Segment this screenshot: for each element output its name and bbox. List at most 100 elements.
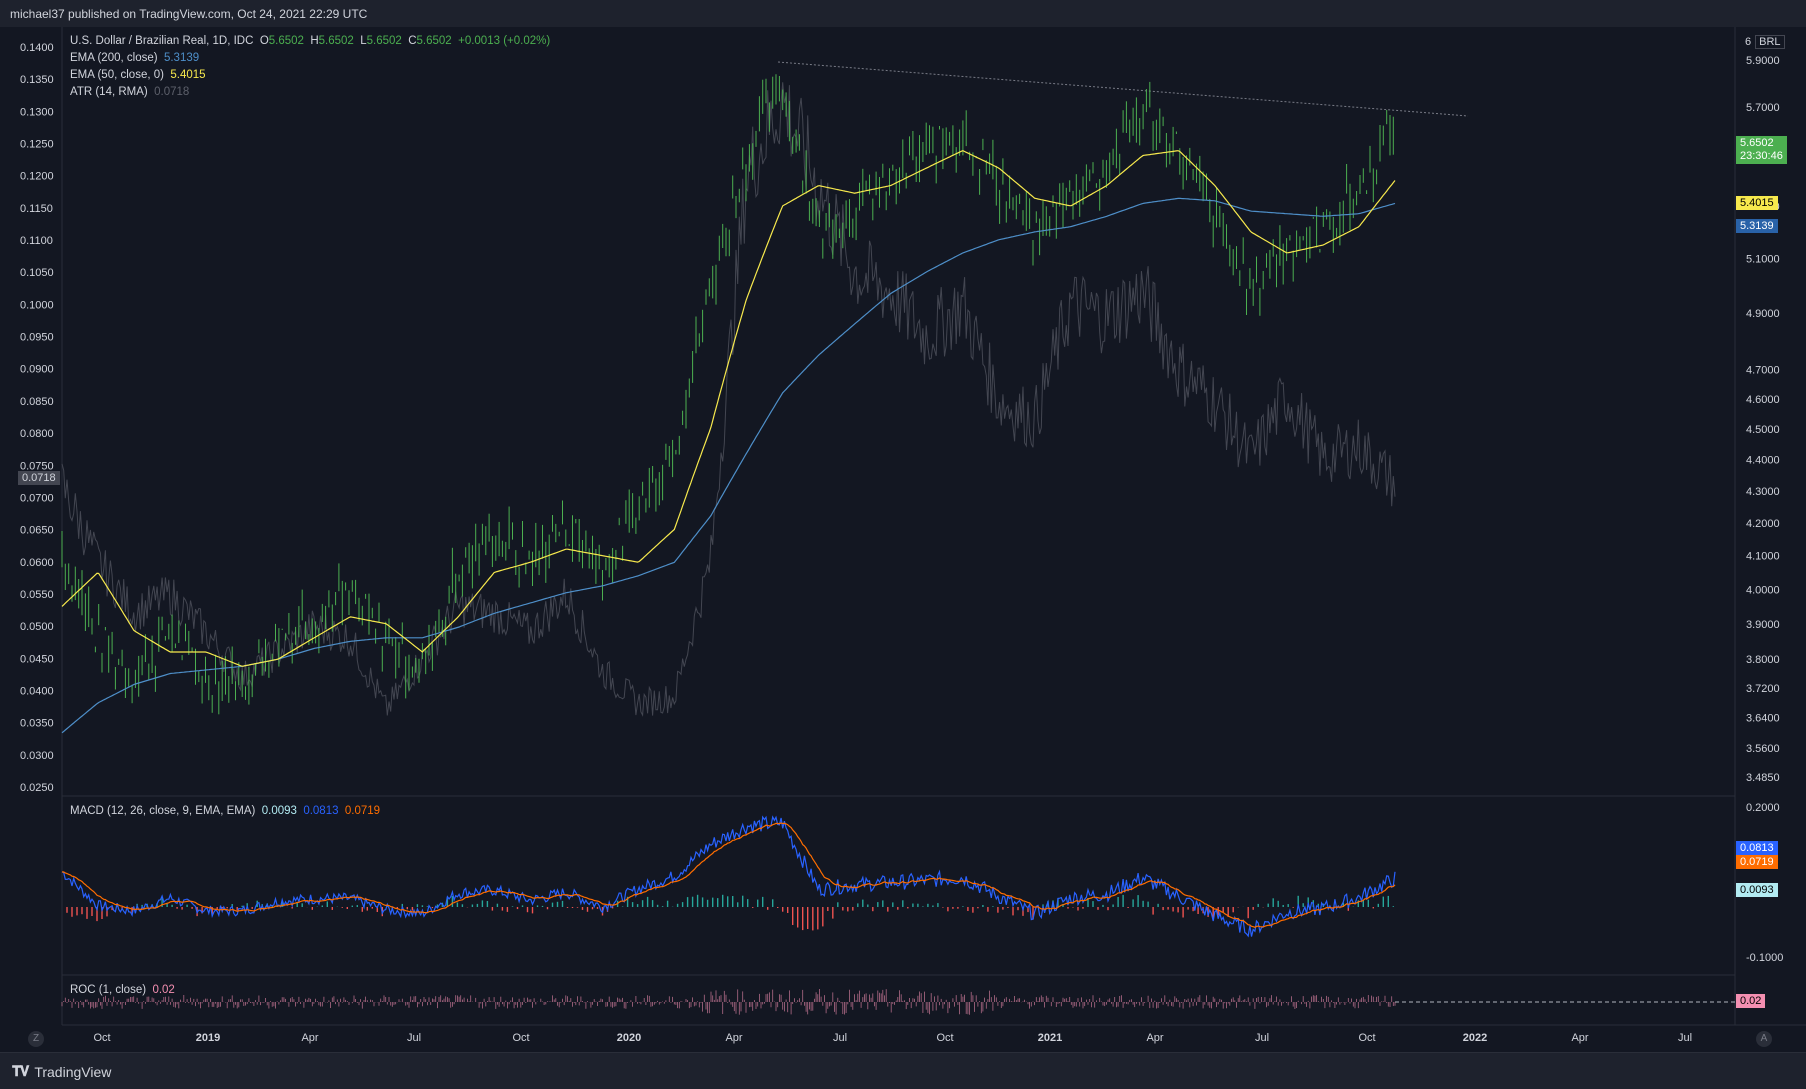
tradingview-brand[interactable]: 𝐓𝐕 TradingView — [12, 1063, 111, 1080]
time-axis-label: 2022 — [1463, 1032, 1487, 1044]
right-axis-tick: 3.4850 — [1746, 772, 1780, 784]
ema50-line[interactable] — [61, 150, 1396, 667]
ema50-legend[interactable]: EMA (50, close, 0) 5.4015 — [70, 69, 206, 81]
right-axis-tick: 4.2000 — [1746, 518, 1780, 530]
close-value: 5.6502 — [416, 35, 452, 47]
tradingview-logo-icon: 𝐓𝐕 — [12, 1063, 29, 1079]
ema200-value: 5.3139 — [163, 52, 200, 64]
last-price-tag: 5.6502 23:30:46 — [1736, 136, 1787, 164]
macd-line-value: 0.0813 — [303, 805, 339, 817]
right-axis-tick: 4.3000 — [1746, 486, 1780, 498]
right-axis-tick: 3.6400 — [1746, 713, 1780, 725]
right-axis-tick: 3.7200 — [1746, 683, 1780, 695]
open-label: O — [259, 35, 269, 47]
atr-label: ATR (14, RMA) — [70, 86, 148, 98]
time-axis-label: Oct — [512, 1032, 529, 1044]
time-axis-label: Jul — [833, 1032, 847, 1044]
currency-label[interactable]: BRL — [1755, 35, 1785, 49]
left-axis-tick: 0.1300 — [20, 106, 54, 118]
time-axis-label: Oct — [93, 1032, 110, 1044]
ema50-tag: 5.4015 — [1736, 196, 1778, 210]
low-label: L — [360, 35, 367, 47]
time-axis-label: Apr — [301, 1032, 318, 1044]
right-axis-tick: 4.7000 — [1746, 365, 1780, 377]
left-axis-tick: 0.0250 — [20, 782, 54, 794]
close-label: C — [408, 35, 417, 47]
time-axis-label: Jul — [407, 1032, 421, 1044]
chart-area[interactable]: 0.1400 0.1350 0.1300 0.1250 0.1200 0.1150 0.11… — [0, 27, 1806, 1052]
left-axis-tick: 0.0300 — [20, 750, 54, 762]
left-axis-tick: 0.0400 — [20, 686, 54, 698]
low-value: 5.6502 — [366, 35, 402, 47]
last-price: 5.6502 — [1740, 137, 1774, 149]
atr-line[interactable] — [61, 82, 1396, 717]
left-axis-tick: 0.1000 — [20, 299, 54, 311]
time-axis-label: Apr — [725, 1032, 742, 1044]
left-axis-tick: 0.1100 — [20, 235, 53, 247]
zoom-button[interactable]: Z — [28, 1031, 44, 1047]
left-axis-tick: 0.1350 — [20, 74, 54, 86]
right-axis-tick: 4.0000 — [1746, 584, 1780, 596]
right-axis-tick: 3.9000 — [1746, 619, 1780, 631]
left-axis-tick: 0.0550 — [20, 589, 54, 601]
brand-name: TradingView — [34, 1063, 112, 1080]
left-axis-tick: 0.0450 — [20, 653, 54, 665]
macd-signal-value: 0.0719 — [344, 805, 381, 817]
left-axis-tick: 0.1400 — [20, 42, 54, 54]
left-axis-tick: 0.0850 — [20, 396, 54, 408]
hist-tag: 0.0093 — [1736, 883, 1778, 897]
ema200-line[interactable] — [61, 197, 1396, 734]
high-label: H — [310, 35, 319, 47]
roc-legend[interactable]: ROC (1, close) 0.02 — [70, 984, 175, 996]
macd-axis-tick: 0.2000 — [1746, 802, 1780, 814]
left-axis-tick: 0.0350 — [20, 718, 54, 730]
left-axis-tick: 0.1200 — [20, 171, 54, 183]
signal-line[interactable] — [61, 822, 1396, 928]
time-axis-label: 2021 — [1038, 1032, 1062, 1044]
published-info: michael37 published on TradingView.com, … — [10, 7, 368, 21]
left-axis-tick: 0.0750 — [20, 460, 54, 472]
left-axis-tick: 0.0650 — [20, 525, 54, 537]
macd-axis-tick: -0.1000 — [1746, 952, 1783, 964]
left-axis-tick: 0.0600 — [20, 557, 54, 569]
time-axis-label: Jul — [1255, 1032, 1269, 1044]
ema200-legend[interactable]: EMA (200, close) 5.3139 — [70, 52, 199, 64]
time-axis-label: 2019 — [196, 1032, 220, 1044]
main-legend: U.S. Dollar / Brazilian Real, 1D, IDC O 5… — [70, 35, 550, 47]
left-axis-tick: 0.1250 — [20, 139, 54, 151]
bottom-bar: 𝐓𝐕 TradingView — [0, 1052, 1806, 1089]
right-axis-tick: 4.1000 — [1746, 551, 1780, 563]
right-axis-tick: 5.1000 — [1746, 253, 1780, 265]
atr-tag: 0.0718 — [18, 471, 60, 485]
macd-legend[interactable]: MACD (12, 26, close, 9, EMA, EMA) 0.0093… — [70, 805, 380, 817]
ema50-value: 5.4015 — [170, 69, 206, 81]
left-axis-tick: 0.1150 — [20, 203, 53, 215]
right-axis-tick: 3.5600 — [1746, 743, 1780, 755]
left-axis-tick: 0.0950 — [20, 332, 54, 344]
change-value: +0.0013 (+0.02%) — [458, 35, 551, 47]
right-axis-tick: 4.5000 — [1746, 424, 1780, 436]
roc-label: ROC (1, close) — [70, 984, 147, 996]
roc-tag: 0.02 — [1736, 994, 1766, 1008]
high-value: 5.6502 — [318, 35, 354, 47]
multiplier-label: 6 — [1745, 36, 1752, 48]
atr-legend[interactable]: ATR (14, RMA) 0.0718 — [70, 86, 189, 98]
ema200-label: EMA (200, close) — [70, 52, 158, 64]
time-axis-label: Apr — [1571, 1032, 1588, 1044]
right-axis-tick: 5.9000 — [1746, 55, 1780, 67]
macd-tag: 0.0813 — [1736, 841, 1778, 855]
bar-countdown: 23:30:46 — [1740, 150, 1783, 162]
roc-value: 0.02 — [152, 984, 175, 996]
right-axis-tick: 3.8000 — [1746, 654, 1780, 666]
time-axis-label: Jul — [1678, 1032, 1692, 1044]
top-bar: michael37 published on TradingView.com, … — [0, 0, 1806, 28]
left-axis-tick: 0.1050 — [20, 267, 54, 279]
currency-selector[interactable]: 6 BRL — [1745, 35, 1785, 49]
auto-scale-button[interactable]: A — [1756, 1031, 1772, 1047]
symbol-title[interactable]: U.S. Dollar / Brazilian Real, 1D, IDC — [70, 35, 254, 47]
left-axis-tick: 0.0800 — [20, 428, 54, 440]
atr-value: 0.0718 — [154, 86, 190, 98]
ema50-label: EMA (50, close, 0) — [70, 69, 164, 81]
left-axis-tick: 0.0500 — [20, 621, 54, 633]
trendline[interactable] — [777, 61, 1469, 117]
